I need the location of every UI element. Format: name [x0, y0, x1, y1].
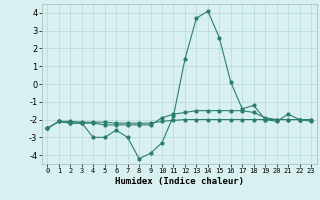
- X-axis label: Humidex (Indice chaleur): Humidex (Indice chaleur): [115, 177, 244, 186]
